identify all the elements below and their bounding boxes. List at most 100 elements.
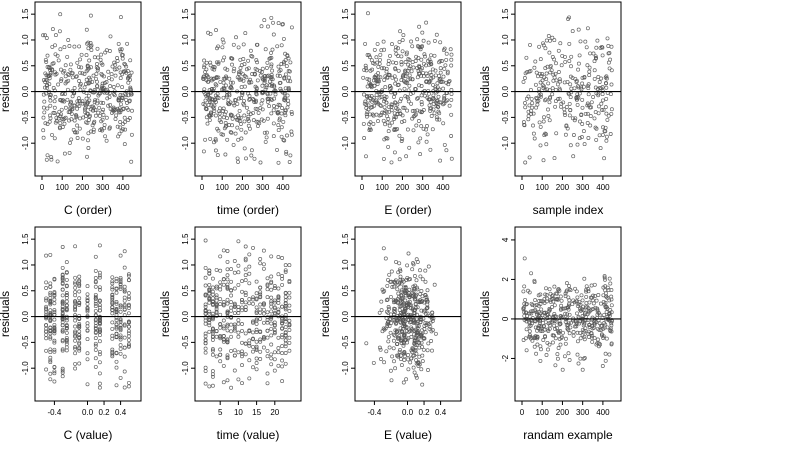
data-point	[258, 257, 263, 261]
data-point	[64, 306, 69, 311]
data-point	[402, 358, 407, 362]
data-point	[576, 27, 581, 32]
data-point	[563, 319, 568, 324]
data-point	[582, 337, 587, 342]
data-point	[438, 40, 443, 45]
data-points	[364, 246, 438, 387]
y-tick-label: 1.0	[21, 259, 30, 271]
data-point	[77, 302, 82, 307]
data-point	[283, 263, 288, 268]
data-point	[396, 353, 401, 358]
data-point	[261, 336, 266, 341]
data-point	[44, 77, 49, 82]
data-point	[419, 124, 424, 129]
data-point	[93, 308, 98, 313]
data-point	[43, 33, 48, 38]
data-point	[83, 82, 88, 86]
data-point	[267, 104, 272, 109]
data-point	[129, 159, 134, 164]
data-point	[599, 323, 604, 328]
data-point	[240, 297, 244, 302]
data-point	[215, 46, 219, 51]
data-point	[391, 346, 396, 351]
data-point	[605, 295, 610, 300]
data-point	[95, 46, 100, 51]
data-point	[544, 132, 549, 137]
data-point	[218, 352, 223, 357]
data-point	[48, 296, 53, 300]
data-point	[556, 331, 561, 336]
data-point	[77, 345, 82, 350]
data-point	[270, 82, 275, 87]
data-point	[103, 134, 108, 139]
data-point	[579, 293, 584, 298]
data-point	[395, 83, 400, 88]
data-point	[396, 54, 401, 58]
data-point	[283, 317, 288, 322]
data-point	[247, 341, 252, 346]
data-point	[605, 117, 610, 122]
data-point	[585, 121, 590, 125]
data-point	[126, 342, 131, 347]
data-point	[386, 334, 391, 339]
data-point	[553, 104, 558, 109]
data-point	[235, 75, 240, 80]
data-point	[236, 239, 241, 244]
data-point	[526, 109, 531, 114]
data-point	[280, 364, 285, 369]
data-point	[276, 21, 281, 26]
data-point	[73, 330, 78, 335]
data-point	[64, 338, 69, 343]
y-axis-label: residuals	[0, 291, 12, 337]
data-point	[91, 73, 96, 78]
data-point	[395, 300, 400, 305]
data-point	[254, 367, 259, 372]
data-point	[421, 347, 426, 352]
data-point	[412, 308, 417, 313]
data-point	[252, 156, 257, 161]
data-point	[93, 320, 98, 325]
data-point	[119, 108, 123, 113]
data-point	[388, 294, 393, 299]
data-point	[54, 115, 59, 120]
data-point	[221, 326, 226, 331]
data-point	[541, 43, 546, 48]
data-point	[393, 100, 398, 105]
data-point	[114, 365, 119, 370]
data-point	[220, 37, 225, 42]
data-point	[118, 282, 123, 286]
data-point	[118, 253, 123, 258]
data-point	[544, 142, 549, 147]
data-point	[534, 70, 539, 75]
data-point	[600, 45, 605, 50]
data-point	[442, 101, 447, 106]
data-point	[584, 294, 589, 299]
data-point	[592, 116, 597, 121]
data-point	[523, 160, 528, 165]
data-point	[576, 61, 581, 66]
data-point	[114, 322, 119, 327]
data-point	[609, 288, 614, 292]
data-point	[255, 60, 260, 65]
data-point	[262, 77, 267, 82]
data-point	[393, 67, 398, 72]
data-point	[84, 96, 89, 101]
data-point	[436, 94, 441, 99]
data-point	[225, 328, 230, 333]
data-point	[283, 291, 288, 296]
data-point	[280, 351, 285, 356]
data-point	[209, 76, 214, 81]
data-point	[364, 112, 369, 117]
data-point	[408, 320, 412, 325]
data-point	[52, 310, 57, 314]
data-point	[217, 111, 222, 116]
data-point	[533, 309, 538, 314]
data-point	[60, 273, 65, 278]
data-point	[129, 132, 134, 137]
data-point	[48, 302, 53, 307]
data-point	[415, 96, 420, 101]
data-point	[247, 97, 252, 102]
data-point	[210, 296, 215, 301]
data-point	[364, 154, 368, 159]
data-point	[64, 325, 69, 330]
